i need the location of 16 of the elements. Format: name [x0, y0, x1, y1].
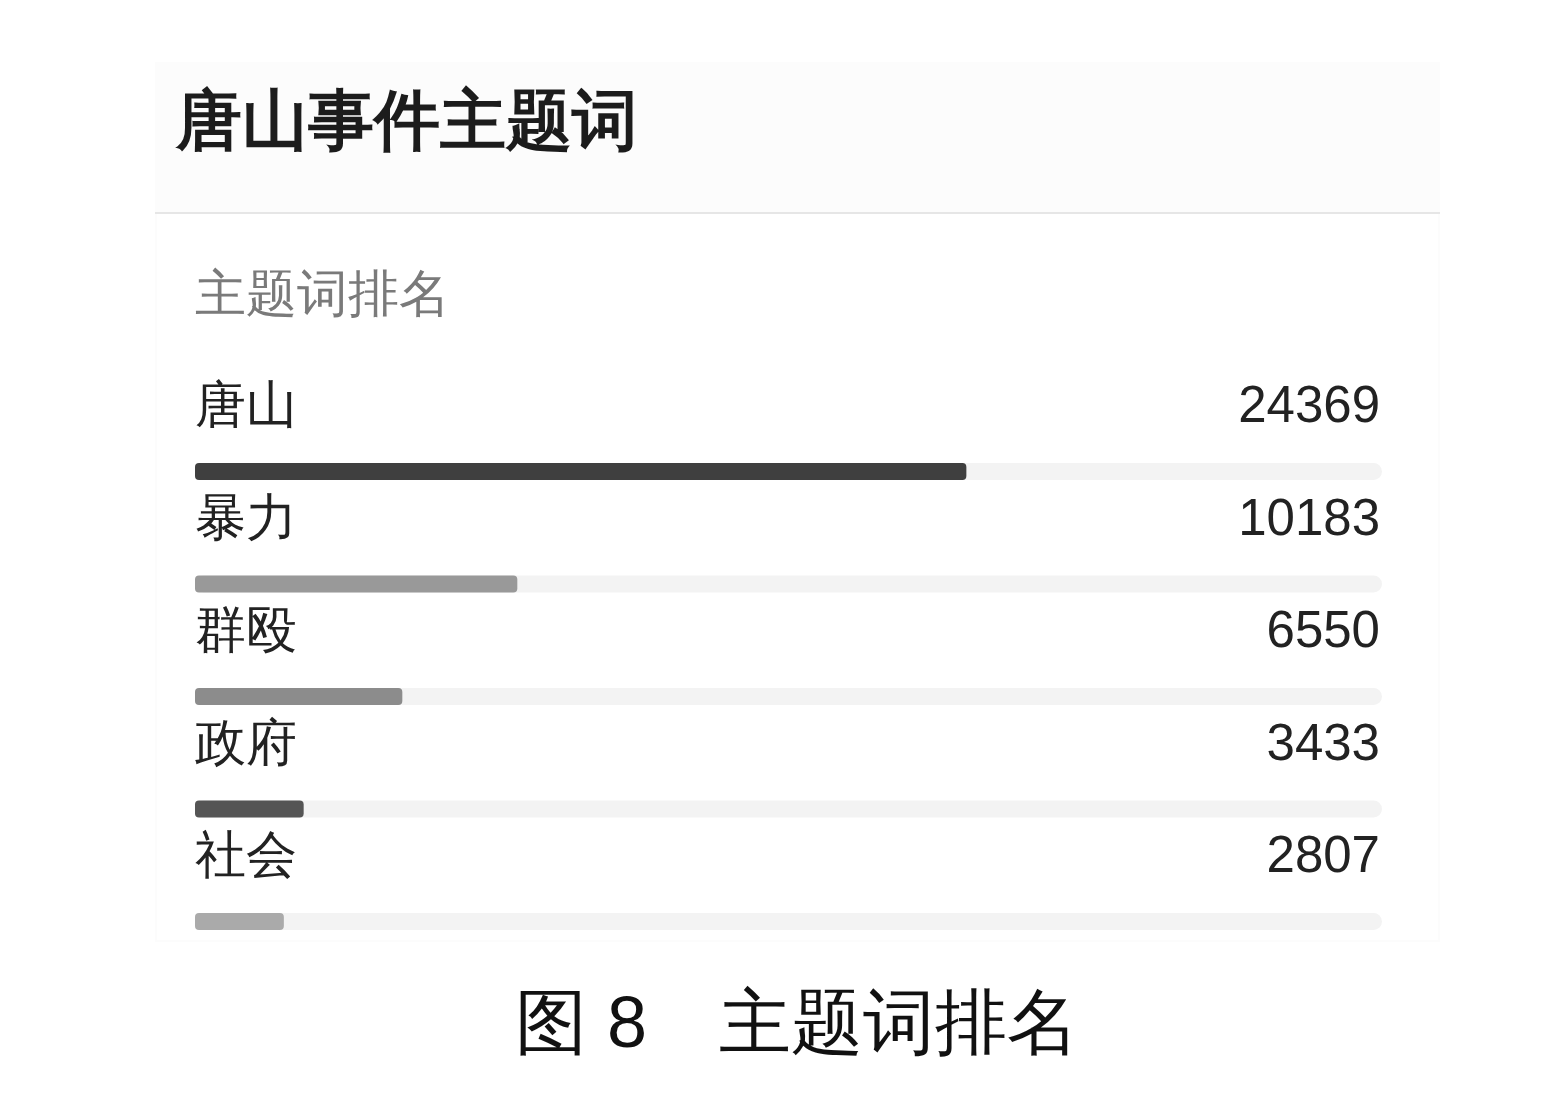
bar [195, 688, 403, 705]
data-label: 10183 [1238, 488, 1380, 546]
chart-subtitle: 主题词排名 [195, 265, 450, 322]
chart-title: 唐山事件主题词 [175, 83, 638, 157]
data-label: 24369 [1238, 376, 1380, 433]
data-label: 2807 [1266, 826, 1380, 883]
bar [195, 800, 304, 818]
y-tick-label: 社会 [195, 826, 297, 883]
bar [195, 913, 284, 930]
caption: 图 8 主题词排名 [514, 982, 1080, 1062]
data-label: 6550 [1266, 601, 1380, 658]
y-tick-label: 群殴 [195, 601, 297, 658]
y-tick-label: 暴力 [195, 488, 297, 546]
y-tick-label: 唐山 [195, 376, 297, 433]
y-tick-label: 政府 [195, 713, 297, 771]
data-label: 3433 [1266, 713, 1380, 771]
